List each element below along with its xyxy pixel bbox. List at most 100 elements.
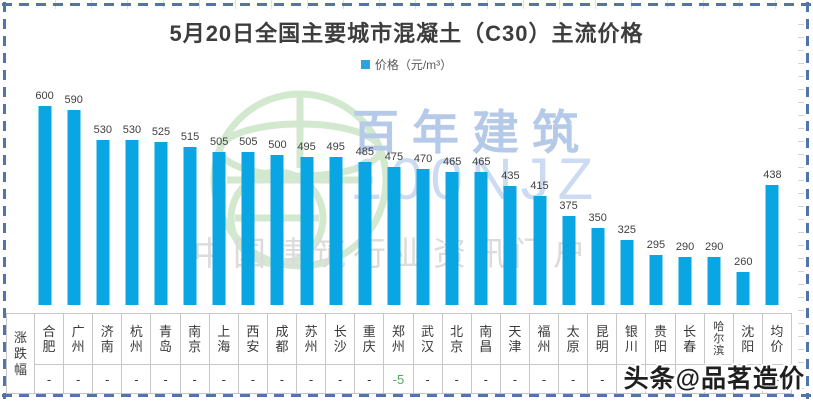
bar-value-label: 530 xyxy=(122,124,142,136)
city-cell: 合肥 xyxy=(34,314,64,365)
city-name: 太原 xyxy=(566,324,580,354)
bar xyxy=(387,167,401,305)
city-cell: 杭州 xyxy=(121,314,151,365)
table-row-label: 涨跌幅 xyxy=(7,314,34,393)
city-name: 郑州 xyxy=(391,324,405,354)
bar-column: 350 xyxy=(583,85,612,305)
bar xyxy=(358,162,372,305)
change-cell: - xyxy=(528,365,558,393)
bar-value-label: 590 xyxy=(64,94,83,106)
city-cell: 北京 xyxy=(441,314,471,365)
city-cell: 福州 xyxy=(528,314,559,365)
city-cell: 武汉 xyxy=(412,314,442,365)
change-cell: - xyxy=(703,365,733,393)
change-cell: - xyxy=(558,365,587,393)
bar xyxy=(212,152,226,305)
bar-column: 415 xyxy=(525,85,554,305)
city-cell: 昆明 xyxy=(587,314,617,365)
bar-column: 295 xyxy=(641,85,670,305)
bar-value-label: 415 xyxy=(530,180,549,192)
city-cell: 广州 xyxy=(63,314,93,365)
change-cell: - xyxy=(645,365,674,393)
bar xyxy=(678,257,692,305)
bar-value-label: 525 xyxy=(151,126,171,138)
bar-column: 465 xyxy=(467,85,496,305)
bar-value-label: 295 xyxy=(646,239,666,251)
city-name: 成都 xyxy=(275,324,289,354)
bar xyxy=(562,216,576,305)
city-cell: 均价 xyxy=(761,314,791,365)
bar-value-label: 325 xyxy=(617,224,637,236)
bar xyxy=(329,157,343,305)
change-cell: - xyxy=(237,365,267,393)
city-name: 昆明 xyxy=(595,324,609,354)
bar xyxy=(445,172,459,305)
bar xyxy=(736,272,750,305)
change-cell: - xyxy=(179,365,209,393)
table-row-label-text: 涨跌幅 xyxy=(13,329,27,377)
city-cell: 苏州 xyxy=(296,314,326,365)
bar-value-label: 350 xyxy=(588,212,607,224)
bar xyxy=(67,110,81,305)
chart-title: 5月20日全国主要城市混凝土（C30）主流价格 xyxy=(169,21,644,46)
city-cell: 沈阳 xyxy=(732,314,762,365)
change-cell: - xyxy=(34,365,63,393)
bar-column: 465 xyxy=(438,85,467,305)
bar-column: 495 xyxy=(292,85,321,305)
bar xyxy=(96,140,110,305)
gridline-stubs-top xyxy=(20,0,793,9)
price-table: 涨跌幅 合肥 - 广州 - 济南 - 杭州 - 青岛 - 南京 - 上海 - 西安 - 成都 - 苏州 - 长沙 - 重庆 -… xyxy=(6,313,792,394)
city-cell: 济南 xyxy=(92,314,122,365)
bar xyxy=(300,157,314,305)
city-cell: 太原 xyxy=(558,314,588,365)
bar xyxy=(416,169,430,305)
city-name: 沈阳 xyxy=(741,324,755,354)
bar-value-label: 465 xyxy=(442,156,462,168)
city-name: 重庆 xyxy=(362,324,376,354)
city-name: 长春 xyxy=(683,324,697,354)
city-cell: 西安 xyxy=(237,314,267,365)
change-cell: - xyxy=(499,365,529,393)
bar-value-label: 530 xyxy=(93,124,112,136)
bar-column: 485 xyxy=(350,85,379,305)
city-cell: 天津 xyxy=(499,314,529,365)
city-name: 合肥 xyxy=(42,324,56,354)
bar xyxy=(620,240,634,305)
change-cell: - xyxy=(616,365,645,393)
legend-marker-icon xyxy=(360,60,370,69)
change-cell: - xyxy=(92,365,121,393)
city-name: 天津 xyxy=(508,324,522,354)
city-cell: 南昌 xyxy=(470,314,500,365)
city-name: 济南 xyxy=(100,324,114,354)
bar-column: 515 xyxy=(176,85,205,305)
city-name: 苏州 xyxy=(304,324,318,354)
bar xyxy=(503,186,517,305)
bar-column: 495 xyxy=(321,85,350,305)
bar-value-label: 290 xyxy=(705,241,724,253)
city-name: 西安 xyxy=(246,324,260,354)
plot-area: 600 590 530 530 525 515 505 505 500 495 495 485 475 4… xyxy=(30,85,787,305)
city-name: 南昌 xyxy=(479,324,493,354)
bar-value-label: 515 xyxy=(180,131,200,143)
bar-column: 590 xyxy=(59,85,88,305)
bar-value-label: 470 xyxy=(413,153,433,165)
bar-column: 505 xyxy=(234,85,263,305)
city-cell: 重庆 xyxy=(354,314,384,365)
city-name: 哈尔滨 xyxy=(713,321,725,357)
change-cell: - xyxy=(325,365,354,393)
city-cell: 哈尔滨 xyxy=(703,314,733,365)
bar xyxy=(533,196,546,305)
change-cell: - xyxy=(412,365,442,393)
city-name: 均价 xyxy=(770,324,784,354)
city-name: 武汉 xyxy=(421,324,435,354)
bar-value-label: 435 xyxy=(501,170,520,182)
city-name: 广州 xyxy=(71,324,85,354)
city-cell: 贵阳 xyxy=(645,314,675,365)
change-cell: - xyxy=(732,365,762,393)
city-cell: 银川 xyxy=(616,314,646,365)
bar xyxy=(183,147,197,305)
bar-column: 600 xyxy=(30,85,59,305)
bar-value-label: 600 xyxy=(35,90,54,102)
bar-column: 260 xyxy=(729,85,758,305)
